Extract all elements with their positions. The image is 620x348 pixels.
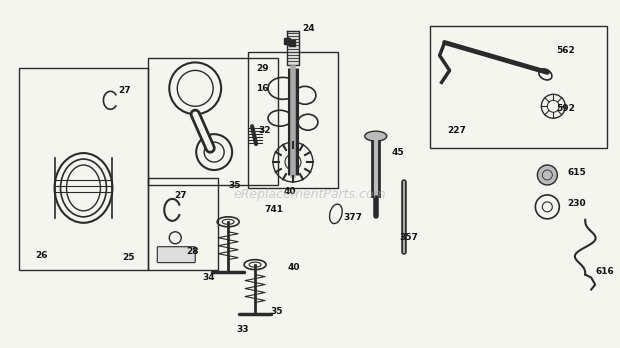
Text: 27: 27 — [118, 86, 131, 95]
Text: 227: 227 — [448, 126, 466, 135]
Text: eReplacementParts.com: eReplacementParts.com — [234, 188, 386, 201]
Polygon shape — [287, 31, 299, 65]
Bar — [148, 178, 218, 270]
Text: 592: 592 — [556, 104, 575, 113]
Text: 32: 32 — [258, 126, 270, 135]
Text: 377: 377 — [344, 213, 363, 222]
FancyBboxPatch shape — [157, 247, 195, 263]
Text: 27: 27 — [174, 191, 187, 200]
Text: 24: 24 — [302, 24, 314, 33]
Text: 26: 26 — [35, 251, 48, 260]
Text: 615: 615 — [567, 167, 586, 176]
Text: 34: 34 — [202, 273, 215, 282]
Bar — [148, 58, 278, 185]
Bar — [19, 69, 148, 270]
Text: 357: 357 — [400, 233, 419, 242]
Text: 40: 40 — [284, 188, 296, 196]
Text: 35: 35 — [228, 181, 241, 190]
Text: 616: 616 — [595, 267, 614, 276]
Bar — [248, 53, 338, 188]
Text: 29: 29 — [256, 64, 268, 73]
Text: 28: 28 — [186, 247, 199, 256]
Text: 33: 33 — [236, 325, 249, 334]
Circle shape — [538, 165, 557, 185]
Text: 562: 562 — [556, 46, 575, 55]
Ellipse shape — [365, 131, 387, 141]
Text: 40: 40 — [288, 263, 301, 272]
Text: 741: 741 — [264, 205, 283, 214]
Text: 45: 45 — [392, 148, 404, 157]
Text: 25: 25 — [122, 253, 135, 262]
Text: 35: 35 — [270, 307, 283, 316]
Text: 16: 16 — [256, 84, 268, 93]
Text: 230: 230 — [567, 199, 586, 208]
Bar — [430, 26, 607, 148]
